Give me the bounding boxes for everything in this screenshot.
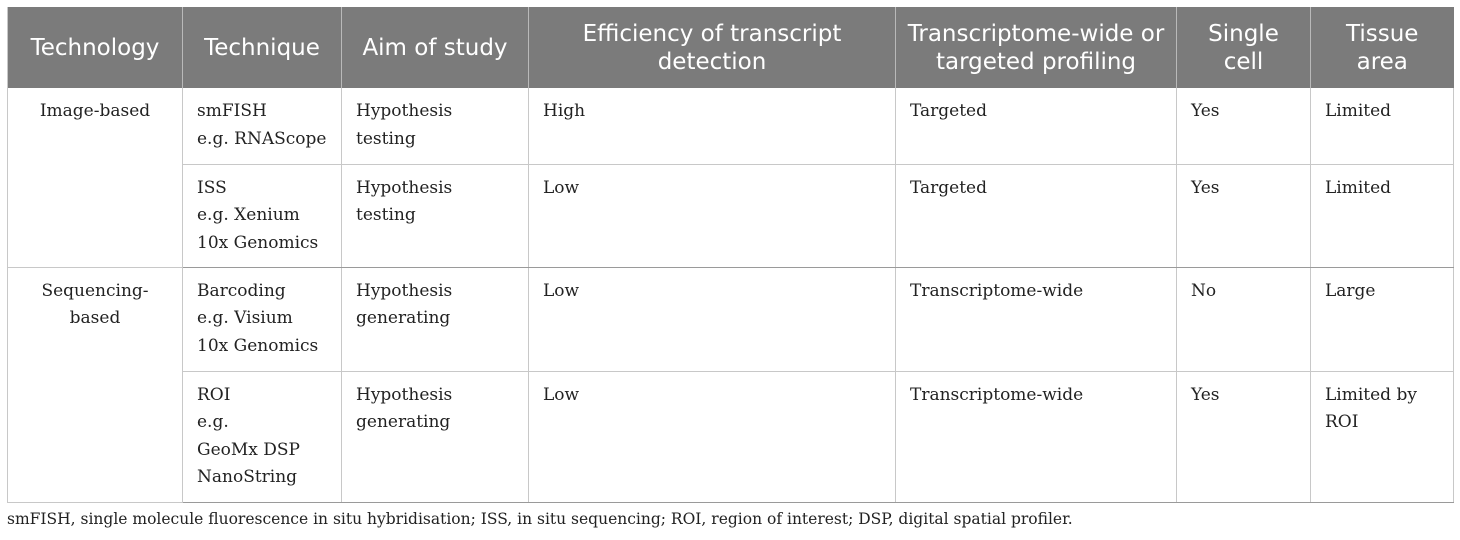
tissue-area-text: Large [1325,280,1376,301]
profiling-cell: Transcriptome-wide [895,371,1177,503]
tissue-area-text: ROI [1325,412,1359,432]
efficiency-cell: Low [528,371,896,503]
technique-example: e.g. [197,412,229,432]
header-technology: Technology [7,7,183,88]
aim-cell: Hypothesis generating [341,267,529,372]
tissue-area-text: Limited [1325,177,1392,198]
technology-label: Image-based [39,101,151,121]
technique-example: e.g. RNAScope [197,128,327,149]
technique-cell: ROI e.g. GeoMx DSP NanoString [182,371,342,503]
technique-name: Barcoding [197,280,286,301]
aim-text: generating [356,308,451,328]
header-aim-of-study: Aim of study [341,7,529,88]
table-row: Sequencing- based Barcoding e.g. Visium … [7,267,1454,503]
technique-cell: ISS e.g. Xenium 10x Genomics [182,164,342,268]
header-technique: Technique [182,7,342,88]
header-tissue-area: Tissue area [1310,7,1454,88]
single-cell-cell: Yes [1176,88,1311,165]
table-row: ROI e.g. GeoMx DSP NanoString Hypothesis… [8,371,1454,503]
single-cell-cell: No [1176,267,1311,372]
aim-text: generating [356,412,451,432]
technology-label: Sequencing- [41,280,149,301]
profiling-cell: Targeted [895,88,1177,165]
tissue-area-cell: Limited by ROI [1310,371,1454,503]
header-profiling: Transcriptome-wide or targeted profiling [895,7,1177,88]
table-row: ISS e.g. Xenium 10x Genomics Hypothesis … [8,164,1454,268]
technology-label: based [69,308,121,328]
technique-product: GeoMx DSP [197,439,300,460]
aim-cell: Hypothesis testing [341,164,529,268]
tissue-area-text: Limited [1325,101,1392,121]
comparison-table-container: Technology Technique Aim of study Effici… [7,7,1454,503]
table-row: Image-based smFISH e.g. RNAScope Hypothe… [7,88,1454,268]
single-cell-cell: Yes [1176,371,1311,503]
technology-cell-sequencing-based: Sequencing- based [7,267,183,503]
aim-cell: Hypothesis generating [341,371,529,503]
technique-vendor: 10x Genomics [197,335,319,356]
profiling-cell: Targeted [895,164,1177,268]
aim-cell: Hypothesis testing [341,88,529,165]
tissue-area-cell: Large [1310,267,1454,372]
profiling-cell: Transcriptome-wide [895,267,1177,372]
efficiency-cell: Low [528,267,896,372]
tissue-area-cell: Limited [1310,164,1454,268]
aim-text: Hypothesis testing [356,101,453,149]
header-efficiency: Efficiency of transcript detection [528,7,896,88]
table-footnote: smFISH, single molecule fluorescence in … [7,510,1073,528]
single-cell-cell: Yes [1176,164,1311,268]
efficiency-cell: High [528,88,896,165]
efficiency-cell: Low [528,164,896,268]
technique-cell: Barcoding e.g. Visium 10x Genomics [182,267,342,372]
tissue-area-cell: Limited [1310,88,1454,165]
spatial-transcriptomics-table: Technology Technique Aim of study Effici… [7,7,1454,503]
technique-vendor: 10x Genomics [197,232,319,253]
technique-example: e.g. Visium [197,308,293,328]
technique-cell: smFISH e.g. RNAScope [182,88,342,165]
technique-name: ISS [197,177,227,198]
technique-vendor: NanoString [197,467,298,487]
header-single-cell: Single cell [1176,7,1311,88]
technique-example: e.g. Xenium [197,205,300,225]
tissue-area-text: Limited by [1325,384,1417,405]
aim-text: Hypothesis [356,384,453,405]
aim-text: Hypothesis [356,280,453,301]
header-row: Technology Technique Aim of study Effici… [7,7,1454,88]
technique-name: ROI [197,384,231,405]
technique-name: smFISH [197,101,267,121]
technology-cell-image-based: Image-based [7,88,183,268]
aim-text: Hypothesis testing [356,177,453,226]
